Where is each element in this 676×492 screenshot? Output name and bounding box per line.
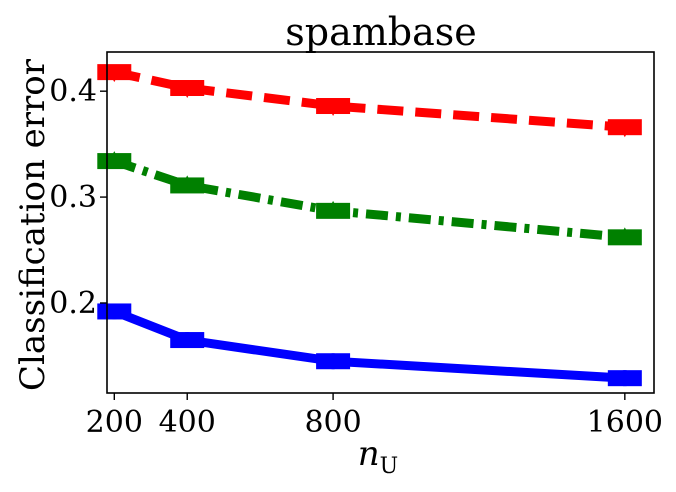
x-axis-title: nU [358,434,398,479]
data-point-marker [615,120,634,138]
y-tick-label: 0.4 [49,74,97,109]
x-axis-title-subscript: U [380,454,399,479]
data-point-marker [616,370,633,387]
data-point-marker [105,65,124,83]
series-3 [97,303,642,387]
x-tick-label: 400 [159,405,216,440]
data-point-marker [179,332,196,349]
y-tick-label: 0.3 [49,180,97,215]
y-axis: 0.2 0.3 0.4 [49,74,107,321]
data-point-marker [324,200,343,218]
series-1 [97,64,642,138]
series-2 [97,151,642,246]
data-point-marker [178,81,197,99]
series-line [113,67,626,132]
x-tick-label: 200 [86,405,143,440]
plot-frame [106,51,655,394]
data-point-marker [324,99,343,117]
series-line [112,156,626,242]
data-point-marker [178,175,197,193]
plot-series [97,64,642,387]
x-axis-title-main: n [358,434,380,474]
chart-title: spambase [285,10,476,54]
x-axis: 200 400 800 1600 [86,393,663,440]
data-point-marker [325,353,342,370]
y-axis-title: Classification error [13,58,53,391]
y-tick-label: 0.2 [49,286,97,321]
data-point-marker [615,227,634,245]
data-point-marker [105,151,124,169]
x-tick-label: 1600 [587,405,663,440]
x-tick-label: 800 [304,405,361,440]
series-line [112,307,626,383]
data-point-marker [106,303,123,320]
